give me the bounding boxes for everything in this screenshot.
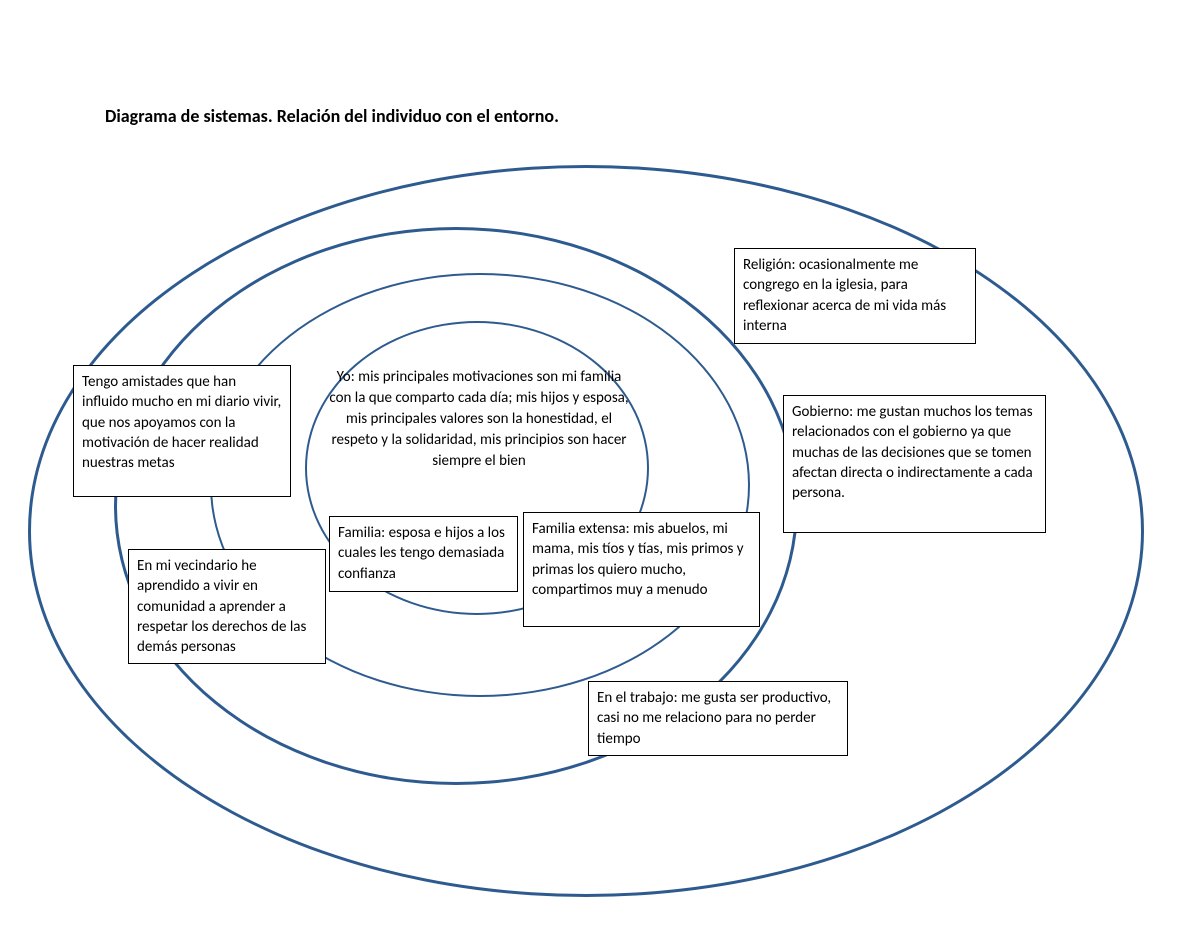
box-religion: Religión: ocasionalmente me congrego en … (734, 248, 976, 344)
box-gobierno: Gobierno: me gustan muchos los temas rel… (783, 395, 1046, 533)
diagram-title: Diagrama de sistemas. Relación del indiv… (105, 105, 559, 127)
center-text-yo: Yo: mis principales motivaciones son mi … (329, 367, 629, 472)
box-trabajo: En el trabajo: me gusta ser productivo, … (588, 681, 848, 756)
box-familia-extensa: Familia extensa: mis abuelos, mi mama, m… (523, 512, 760, 627)
box-vecindario: En mi vecindario he aprendido a vivir en… (128, 549, 326, 664)
box-familia: Familia: esposa e hijos a los cuales les… (329, 516, 518, 592)
box-amistades: Tengo amistades que han influido mucho e… (73, 365, 291, 497)
